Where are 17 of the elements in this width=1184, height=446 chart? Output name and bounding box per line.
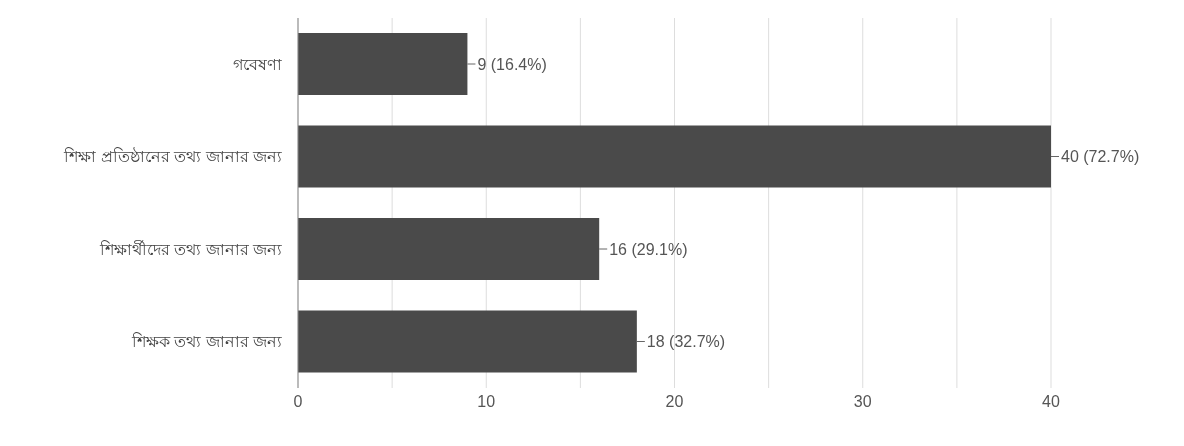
x-tick-label: 30 bbox=[853, 393, 872, 411]
bar bbox=[298, 310, 637, 373]
data-label: 18 (32.7%) bbox=[646, 333, 726, 350]
x-tick-label: 0 bbox=[293, 393, 303, 411]
data-label: 9 (16.4%) bbox=[477, 55, 547, 73]
x-tick-label: 40 bbox=[1042, 393, 1060, 411]
bar bbox=[298, 125, 1051, 188]
y-tick-label: শিক্ষার্থীদের তথ্য জানার জন্য bbox=[98, 239, 282, 258]
y-tick-label: শিক্ষক তথ্য জানার জন্য bbox=[130, 332, 282, 351]
data-label: 40 (72.7%) bbox=[1061, 148, 1140, 165]
data-label: 16 (29.1%) bbox=[609, 240, 688, 258]
bar bbox=[298, 218, 600, 280]
x-tick-label: 10 bbox=[477, 393, 496, 411]
y-tick-label: শিক্ষা প্রতিষ্ঠানের তথ্য জানার জন্য bbox=[63, 147, 282, 166]
x-tick-label: 20 bbox=[665, 393, 684, 411]
bar bbox=[298, 33, 468, 95]
y-tick-label: গবেষণা bbox=[233, 55, 282, 73]
